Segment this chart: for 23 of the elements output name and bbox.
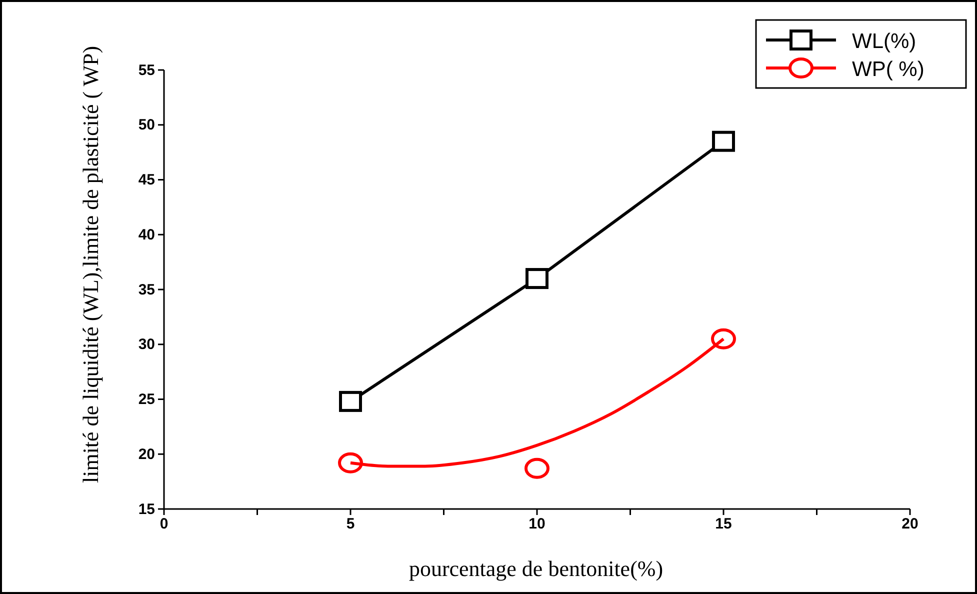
y-tick-label: 25 — [138, 391, 155, 408]
x-tick-label: 0 — [160, 516, 168, 533]
x-tick-label: 10 — [528, 516, 546, 533]
point — [526, 268, 548, 290]
y-tick-label: 15 — [138, 500, 155, 518]
point — [524, 458, 550, 479]
x-axis-title: pourcentage de bentonite(%) — [408, 556, 664, 581]
point — [712, 130, 735, 152]
point — [711, 328, 736, 350]
x-tick-label: 5 — [346, 516, 355, 533]
legend-label: WP( %) — [852, 58, 924, 81]
x-tick-label: 15 — [715, 516, 732, 533]
y-tick-label: 55 — [138, 62, 155, 79]
y-tick-label: 45 — [138, 172, 155, 189]
y-tick-label: 50 — [138, 116, 155, 134]
legend-label: WL(%) — [852, 30, 916, 53]
x-tick-label: 20 — [902, 516, 918, 533]
y-tick-label: 40 — [138, 226, 155, 244]
y-axis-title: limité de liquidité (WL),limite de plasticité ( WP) — [78, 46, 103, 484]
y-tick-label: 35 — [138, 281, 155, 298]
y-tick-label: 30 — [138, 336, 155, 354]
y-tick-label: 20 — [138, 446, 155, 463]
point — [339, 390, 362, 412]
